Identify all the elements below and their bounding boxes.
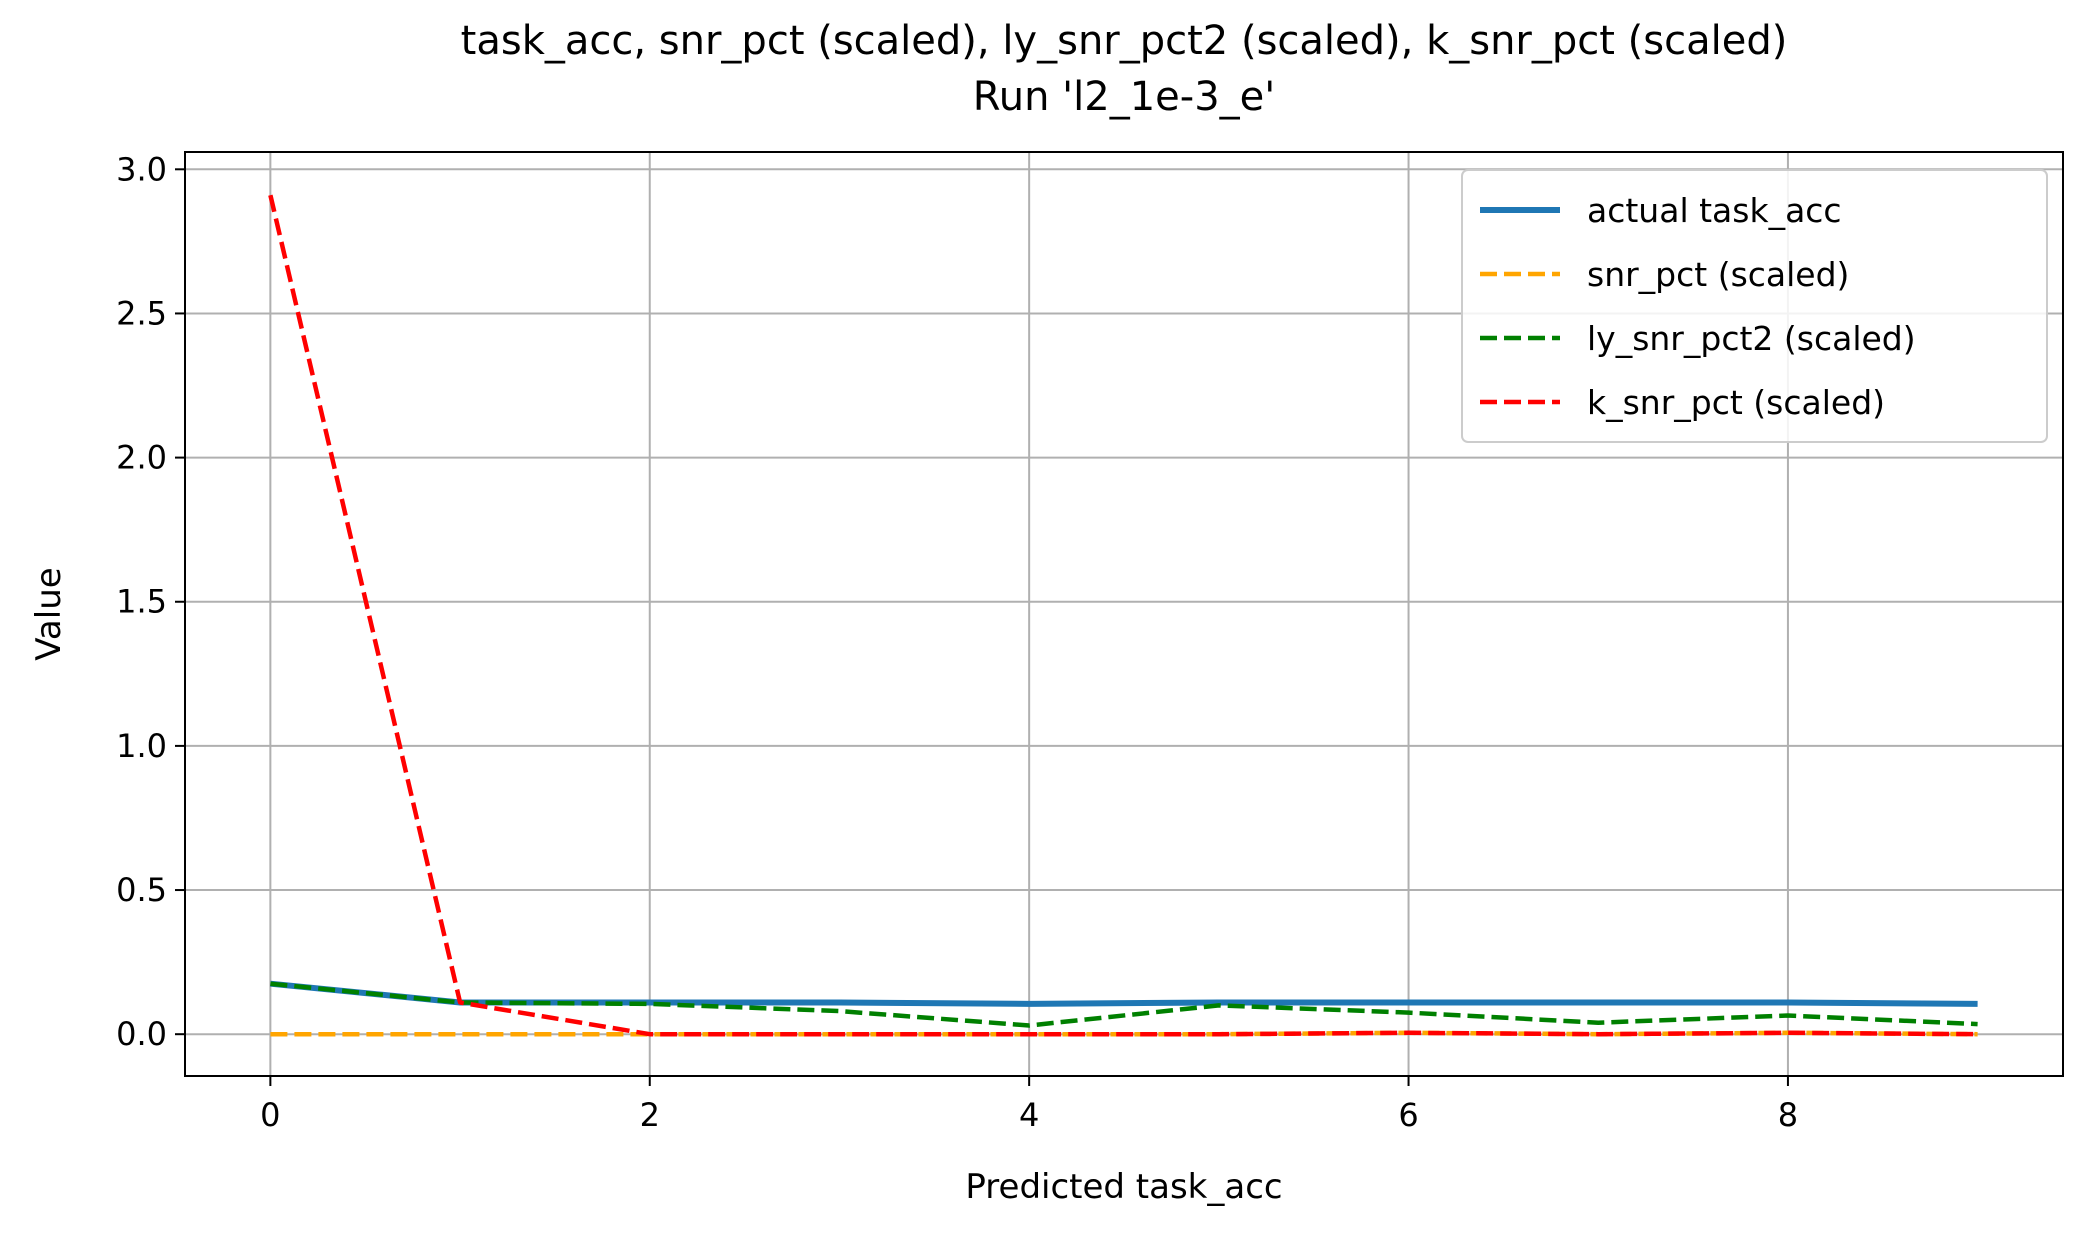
series-line-3 <box>268 194 1978 1037</box>
x-axis-label: Predicted task_acc <box>965 1167 1282 1207</box>
x-tick-label: 6 <box>1398 1096 1418 1134</box>
legend-label: k_snr_pct (scaled) <box>1587 383 1885 422</box>
legend-label: actual task_acc <box>1587 191 1842 230</box>
y-tick-label: 2.0 <box>116 439 167 477</box>
y-tick-label: 1.0 <box>116 727 167 765</box>
y-tick-label: 3.0 <box>116 150 167 188</box>
y-axis-label: Value <box>29 567 69 660</box>
x-tick-label: 8 <box>1778 1096 1798 1134</box>
plot-area-frame <box>184 151 2064 1077</box>
y-tick-label: 2.5 <box>116 294 167 332</box>
y-tick-label: 1.5 <box>116 583 167 621</box>
x-tick-label: 2 <box>640 1096 660 1134</box>
chart-subtitle: Run 'l2_1e-3_e' <box>973 74 1276 120</box>
chart-title: task_acc, snr_pct (scaled), ly_snr_pct2 … <box>461 18 1788 64</box>
legend-label: ly_snr_pct2 (scaled) <box>1587 319 1916 358</box>
y-tick-label: 0.5 <box>116 871 167 909</box>
series-lines <box>268 194 1978 1037</box>
x-tick-label: 4 <box>1019 1096 1039 1134</box>
axis-ticks: 0 2 4 6 8 0.0 0.5 1.0 1.5 2.0 2.5 3.0 <box>116 150 1798 1134</box>
legend: actual task_acc snr_pct (scaled) ly_snr_pc… <box>1461 169 2048 443</box>
legend-label: snr_pct (scaled) <box>1587 255 1849 294</box>
x-tick-label: 0 <box>260 1096 280 1134</box>
series-line-2 <box>270 981 1978 1028</box>
y-tick-label: 0.0 <box>116 1015 167 1053</box>
series-line-0 <box>270 980 1978 1007</box>
legend-box <box>1461 169 2048 443</box>
